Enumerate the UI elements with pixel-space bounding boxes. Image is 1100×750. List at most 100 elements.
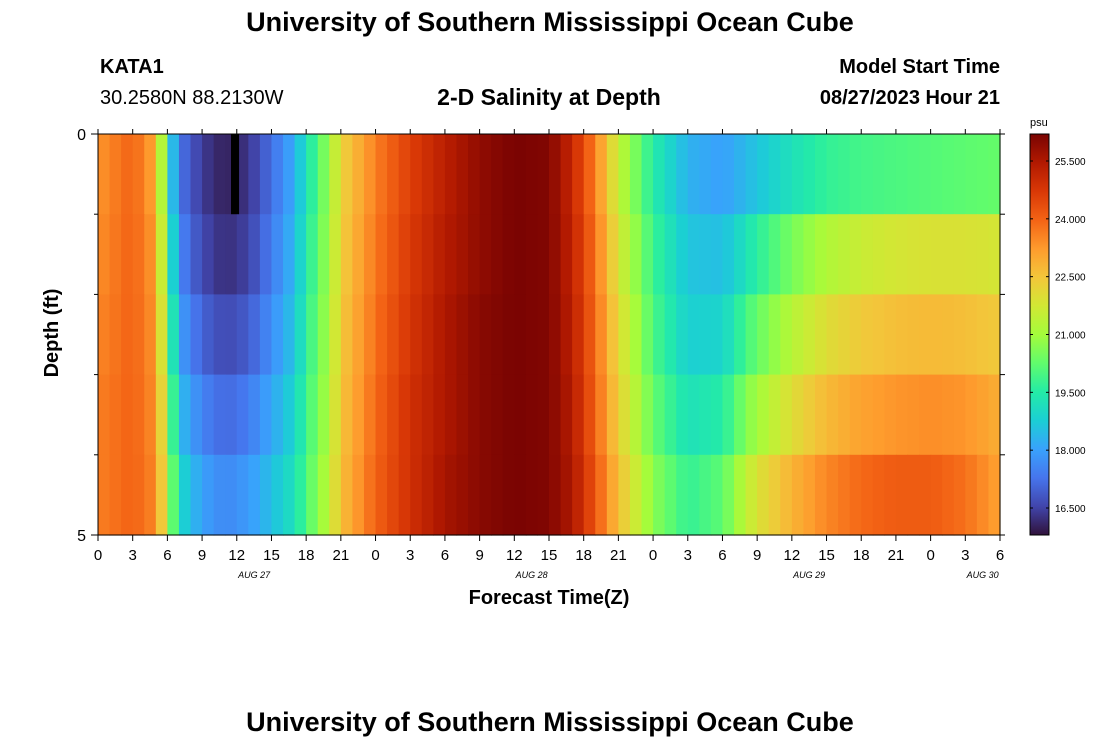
heatmap-cell <box>780 134 793 215</box>
x-tick-label: 6 <box>163 547 171 564</box>
heatmap-cell <box>387 214 400 295</box>
heatmap-cell <box>976 134 990 215</box>
heatmap-cell <box>895 374 909 456</box>
heatmap-cell <box>734 214 747 295</box>
heatmap-cell <box>629 214 643 295</box>
heatmap-cell <box>641 214 654 295</box>
colorbar-tick-label: 18.000 <box>1055 446 1086 457</box>
heatmap-cell <box>479 454 492 536</box>
heatmap-cell <box>583 214 596 295</box>
date-label: AUG 27 <box>237 570 271 580</box>
heatmap-cell <box>803 294 816 376</box>
heatmap-cell <box>479 134 492 215</box>
heatmap-cell <box>664 134 677 215</box>
heatmap-cell <box>317 134 330 215</box>
heatmap-cell <box>595 214 608 295</box>
date-label: AUG 30 <box>966 570 999 580</box>
heatmap-cell <box>791 454 805 536</box>
heatmap-cell <box>236 374 249 456</box>
heatmap-cell <box>919 214 932 295</box>
heatmap-cell <box>132 374 145 456</box>
model-start-label: Model Start Time <box>839 56 1000 78</box>
heatmap-cell <box>167 134 180 215</box>
heatmap-cell <box>317 374 330 456</box>
heatmap-cell <box>838 134 851 215</box>
heatmap-cell <box>444 214 458 295</box>
date-label: AUG 28 <box>515 570 548 580</box>
heatmap-cell <box>433 294 446 376</box>
heatmap-cell <box>121 214 134 295</box>
heatmap-cell <box>283 454 296 536</box>
heatmap-cell <box>826 374 839 456</box>
heatmap-cell <box>745 374 758 456</box>
heatmap-cell <box>734 134 747 215</box>
x-tick-label: 3 <box>961 547 969 564</box>
heatmap-cell <box>930 374 943 456</box>
heatmap-cell <box>375 134 388 215</box>
heatmap-cell <box>814 214 828 295</box>
heatmap-cell <box>895 454 909 536</box>
heatmap-cell <box>144 134 157 215</box>
heatmap-cell <box>502 294 515 376</box>
heatmap-cell <box>849 134 862 215</box>
heatmap-cell <box>248 134 261 215</box>
heatmap-cell <box>491 214 504 295</box>
heatmap-cell <box>398 294 411 376</box>
colorbar-tick-label: 22.500 <box>1055 273 1086 284</box>
heatmap-cell <box>306 294 319 376</box>
heatmap-cell <box>248 374 261 456</box>
heatmap-cell <box>109 374 122 456</box>
heatmap-cell <box>884 294 897 376</box>
x-tick-label: 6 <box>718 547 726 564</box>
heatmap-cell <box>294 134 307 215</box>
heatmap-cell <box>930 214 943 295</box>
heatmap-cell <box>283 294 296 376</box>
heatmap-cell <box>676 134 689 215</box>
heatmap-cell <box>190 294 203 376</box>
heatmap-cell <box>629 294 643 376</box>
heatmap-cell <box>919 374 932 456</box>
heatmap-cell <box>525 374 539 456</box>
heatmap-cell <box>248 454 261 536</box>
heatmap-cell <box>433 454 446 536</box>
heatmap-cell <box>306 454 319 536</box>
heatmap-cell <box>479 214 492 295</box>
heatmap-cell <box>329 134 342 215</box>
heatmap-cell <box>98 134 111 215</box>
heatmap-cell <box>421 454 434 536</box>
heatmap-cell <box>849 374 862 456</box>
heatmap-cell <box>421 294 434 376</box>
heatmap-cell <box>502 454 515 536</box>
heatmap-cell <box>722 374 735 456</box>
heatmap-cell <box>757 374 770 456</box>
heatmap-cell <box>375 374 388 456</box>
heatmap-cell <box>791 294 805 376</box>
heatmap-cell <box>444 134 458 215</box>
heatmap-cell <box>387 374 400 456</box>
heatmap-cell <box>236 454 249 536</box>
heatmap-cell <box>248 214 261 295</box>
heatmap-cell <box>780 374 793 456</box>
heatmap-cell <box>410 374 423 456</box>
heatmap-cell <box>456 134 469 215</box>
heatmap-cell <box>814 374 828 456</box>
heatmap-cell <box>213 134 226 215</box>
x-tick-label: 9 <box>198 547 206 564</box>
heatmap-cell <box>271 454 284 536</box>
heatmap-cell <box>930 294 943 376</box>
heatmap-cell <box>595 134 608 215</box>
heatmap-cell <box>387 294 400 376</box>
x-axis-label: Forecast Time(Z) <box>469 587 630 609</box>
heatmap-cell <box>525 214 539 295</box>
heatmap-cell <box>514 134 527 215</box>
heatmap-cell <box>803 214 816 295</box>
heatmap-cell <box>757 214 770 295</box>
heatmap-cell <box>618 454 631 536</box>
heatmap-cell <box>560 214 573 295</box>
heatmap-cell <box>236 294 249 376</box>
heatmap-cell <box>664 374 677 456</box>
heatmap-cell <box>757 134 770 215</box>
heatmap-cell <box>919 134 932 215</box>
heatmap-cell <box>433 134 446 215</box>
heatmap-cell <box>907 134 920 215</box>
